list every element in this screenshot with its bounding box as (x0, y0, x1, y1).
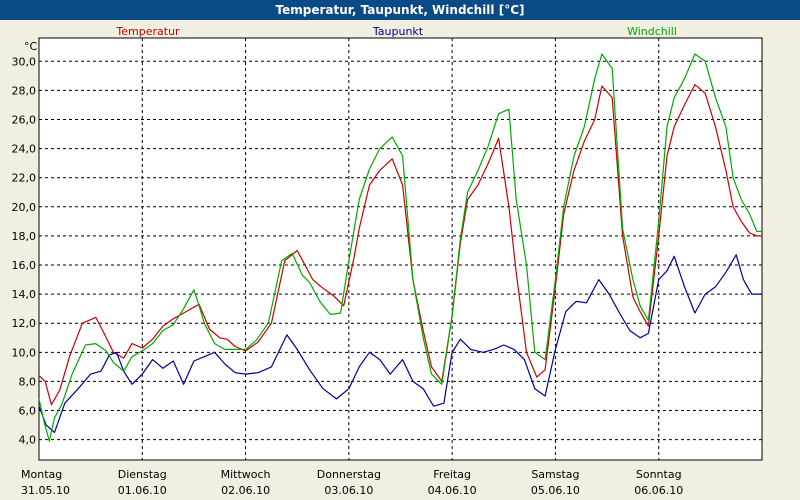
legend: Temperatur Taupunkt Windchill (115, 25, 677, 38)
legend-windchill: Windchill (627, 25, 677, 38)
x-tick-day: Freitag (433, 468, 471, 481)
x-tick-day: Samstag (531, 468, 579, 481)
y-tick-label: 26,0 (12, 113, 37, 126)
x-tick-date: 01.06.10 (118, 484, 167, 497)
y-tick-label: 14,0 (12, 288, 37, 301)
y-tick-labels: 4,0 6,0 8,0 10,0 12,0 14,0 16,0 18,0 20,0 22,0 24,… (12, 55, 37, 446)
series-line-temperatur (38, 83, 762, 406)
x-tick-date: 03.06.10 (324, 484, 373, 497)
series-line-taupunkt (38, 254, 762, 433)
x-tick-date: 31.05.10 (21, 484, 70, 497)
y-tick-label: 4,0 (19, 434, 37, 447)
x-tick-day: Dienstag (118, 468, 167, 481)
x-tick-date: 06.06.10 (634, 484, 683, 497)
y-axis-unit-label: °C (24, 40, 38, 53)
y-tick-label: 16,0 (12, 259, 37, 272)
x-tick-day: Donnerstag (317, 468, 381, 481)
x-tick-day: Montag (21, 468, 62, 481)
x-tick-date: 05.06.10 (531, 484, 580, 497)
y-tick-label: 22,0 (12, 172, 37, 185)
y-tick-label: 20,0 (12, 201, 37, 214)
legend-temperatur: Temperatur (115, 25, 180, 38)
y-tick-label: 18,0 (12, 230, 37, 243)
x-tick-day: Sonntag (636, 468, 682, 481)
y-tick-label: 8,0 (19, 375, 37, 388)
x-tick-labels: Montag 31.05.10 Dienstag 01.06.10 Mittwoch 02… (21, 468, 683, 497)
chart: 4,0 6,0 8,0 10,0 12,0 14,0 16,0 18,0 20,0 22,0 24,… (12, 25, 763, 497)
window-title: Temperatur, Taupunkt, Windchill [°C] (0, 0, 800, 20)
series-line-windchill (38, 53, 762, 442)
x-tick-day: Mittwoch (221, 468, 271, 481)
legend-taupunkt: Taupunkt (372, 25, 424, 38)
chart-panel: 4,0 6,0 8,0 10,0 12,0 14,0 16,0 18,0 20,0 22,0 24,… (0, 20, 800, 500)
y-tick-label: 30,0 (12, 55, 37, 68)
grid (39, 38, 762, 460)
plot-area (38, 37, 763, 461)
y-tick-label: 6,0 (19, 405, 37, 418)
y-tick-label: 10,0 (12, 346, 37, 359)
x-tick-date: 02.06.10 (221, 484, 270, 497)
y-tick-label: 12,0 (12, 317, 37, 330)
series-group (38, 53, 762, 442)
x-tick-date: 04.06.10 (428, 484, 477, 497)
y-tick-label: 28,0 (12, 84, 37, 97)
y-tick-label: 24,0 (12, 143, 37, 156)
